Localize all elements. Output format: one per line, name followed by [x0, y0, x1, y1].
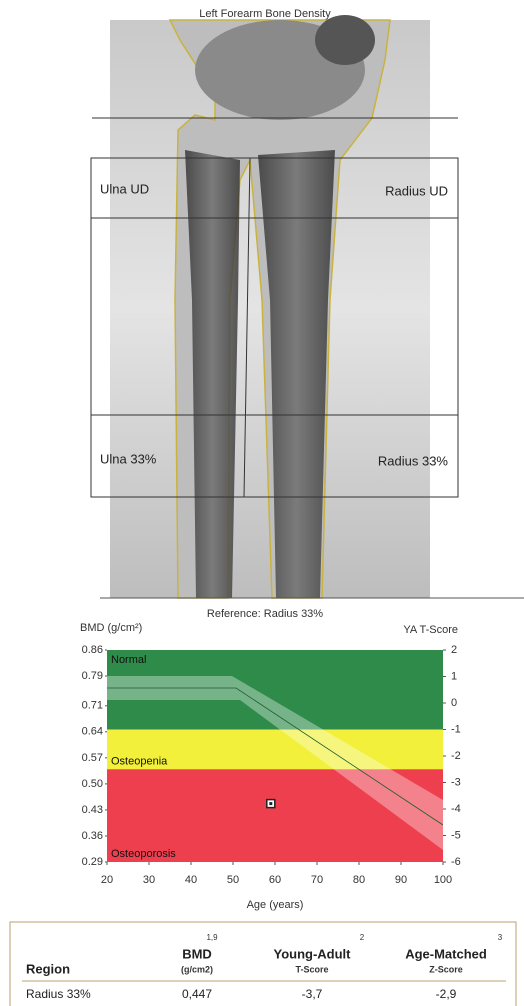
table-cell: Radius 33%	[26, 987, 91, 1001]
reference-chart: Reference: Radius 33% BMD (g/cm²) YA T-S…	[80, 608, 461, 911]
y2-tick-label: -1	[451, 723, 461, 735]
region-label: Ulna 33%	[100, 451, 157, 466]
region-label: Radius 33%	[378, 453, 449, 468]
y-tick-label: 0.50	[82, 778, 103, 790]
y2-tick-label: 0	[451, 697, 457, 709]
scan-title: Left Forearm Bone Density	[199, 8, 331, 20]
zone-label: Normal	[111, 654, 146, 666]
table-header: Young-Adult	[273, 946, 351, 961]
table-unit: T-Score	[295, 964, 328, 974]
results-table: Region BMD 1,9 (g/cm2) Young-Adult 2 T-S…	[10, 922, 516, 1006]
table-cell: -3,7	[302, 987, 323, 1001]
x-tick-label: 40	[185, 874, 197, 886]
y-tick-label: 0.57	[82, 752, 103, 764]
y2-axis-label: YA T-Score	[403, 624, 458, 636]
y2-tick-label: 1	[451, 670, 457, 682]
x-axis-label: Age (years)	[247, 899, 304, 911]
x-tick-label: 80	[353, 874, 365, 886]
y2-tick-label: -2	[451, 750, 461, 762]
x-tick-label: 30	[143, 874, 155, 886]
x-tick-label: 20	[101, 874, 113, 886]
bone-scan: Left Forearm Bone Density Ulna UD Radius…	[91, 8, 458, 598]
page: {"scan": {"title": "Left Forearm Bone De…	[0, 0, 524, 1006]
y2-tick-label: 2	[451, 644, 457, 656]
footnote: 3	[498, 933, 503, 942]
table-header: Age-Matched	[405, 946, 487, 961]
y-tick-label: 0.71	[82, 700, 103, 712]
y2-tick-label: -5	[451, 829, 461, 841]
footnote: 2	[360, 933, 365, 942]
y-tick-label: 0.36	[82, 830, 103, 842]
chart-title: Reference: Radius 33%	[207, 608, 323, 620]
x-tick-label: 60	[269, 874, 281, 886]
y-axis-label: BMD (g/cm²)	[80, 622, 142, 634]
y2-tick-label: -3	[451, 776, 461, 788]
region-label: Radius UD	[385, 183, 448, 198]
table-unit: (g/cm2)	[181, 964, 213, 974]
y-tick-label: 0.79	[82, 670, 103, 682]
zone-label: Osteopenia	[111, 755, 168, 767]
table-unit: Z-Score	[429, 964, 463, 974]
y2-tick-label: -4	[451, 803, 461, 815]
y-tick-label: 0.29	[82, 856, 103, 868]
report: Left Forearm Bone Density Ulna UD Radius…	[0, 0, 524, 1006]
x-tick-label: 70	[311, 874, 323, 886]
x-tick-label: 100	[434, 874, 452, 886]
zone-label: Osteoporosis	[111, 848, 176, 860]
x-tick-label: 50	[227, 874, 239, 886]
table-header: BMD	[182, 946, 212, 961]
footnote: 1,9	[206, 933, 218, 942]
table-cell: -2,9	[436, 987, 457, 1001]
region-label: Ulna UD	[100, 181, 149, 196]
table-header: Region	[26, 961, 70, 976]
data-point-center	[269, 802, 272, 805]
y-tick-label: 0.86	[82, 644, 103, 656]
y-tick-label: 0.43	[82, 804, 103, 816]
carpal-bone	[315, 15, 375, 65]
y-tick-label: 0.64	[82, 726, 103, 738]
table-cell: 0,447	[182, 987, 212, 1001]
y2-tick-label: -6	[451, 856, 461, 868]
x-tick-label: 90	[395, 874, 407, 886]
